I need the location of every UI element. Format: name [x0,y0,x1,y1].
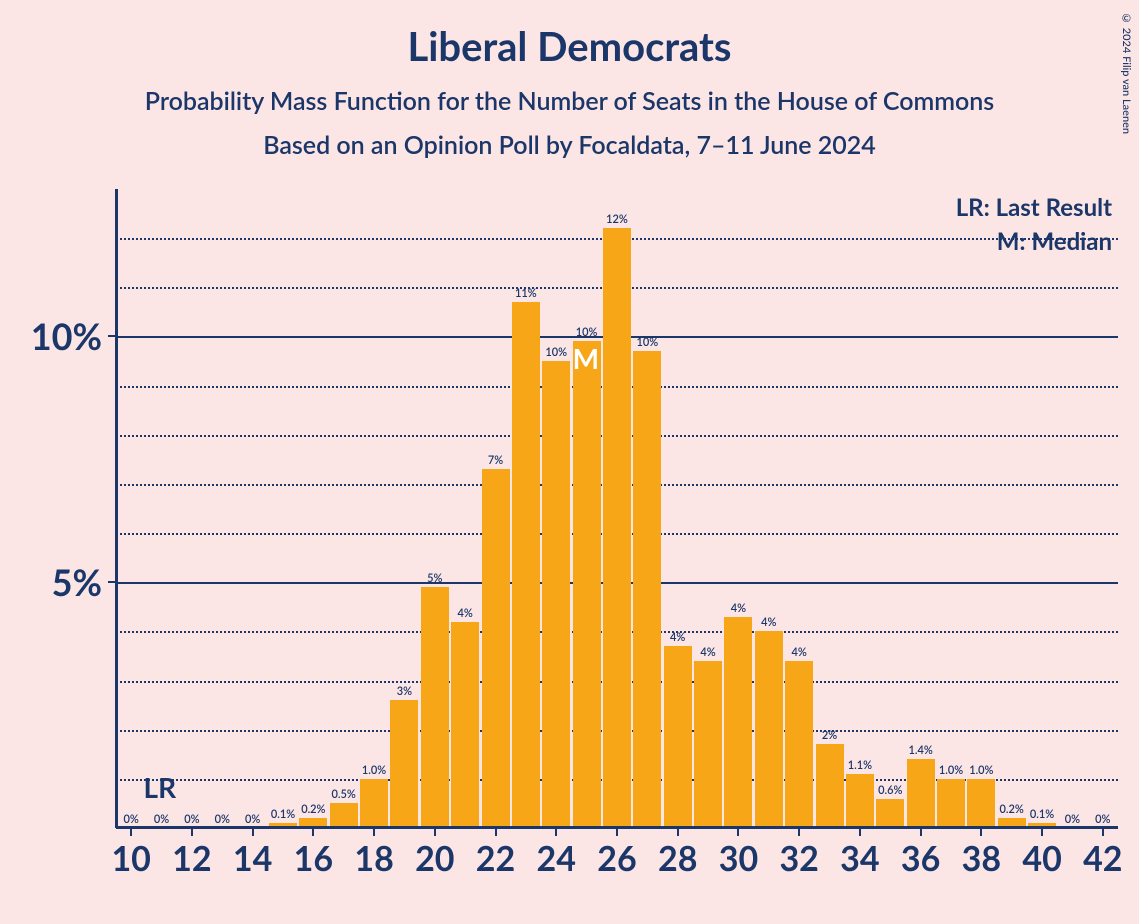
x-axis-tick-mark [130,828,132,836]
copyright-text: © 2024 Filip van Laenen [1120,12,1133,134]
bar-value-label: 0.6% [878,784,902,799]
bar: 4% [664,646,692,828]
chart-title: Liberal Democrats [0,0,1139,70]
bar-value-label: 4% [792,646,807,661]
x-axis-tick-mark [1102,828,1104,836]
y-axis-tick-label: 5% [52,560,116,604]
bar: 0.6% [876,799,904,828]
legend-last-result: LR: Last Result [956,193,1112,222]
bar-value-label: 10% [576,326,598,341]
bar-value-label: 0.5% [332,788,356,803]
bar-value-label: 4% [458,607,473,622]
chart-subtitle-2: Based on an Opinion Poll by Focaldata, 7… [0,116,1139,160]
y-axis-tick-label: 10% [31,314,116,358]
x-axis-tick-mark [555,828,557,836]
bar: 5% [421,587,449,828]
bar-value-label: 10% [545,346,567,361]
x-axis-tick-mark [798,828,800,836]
bar-value-label: 1.4% [908,744,932,759]
bar-value-label: 4% [731,602,746,617]
bar-value-label: 3% [397,685,412,700]
x-axis-tick-mark [495,828,497,836]
bar: 4% [785,661,813,828]
bar: 10% [542,361,570,828]
last-result-marker: LR [144,770,177,804]
bar: 0.5% [330,803,358,828]
bar-value-label: 5% [427,572,442,587]
bar-value-label: 0.1% [271,808,295,823]
bar: 1.0% [937,779,965,828]
bar-value-label: 1.0% [362,764,386,779]
x-axis-tick-mark [616,828,618,836]
median-marker: M [573,341,599,375]
x-axis-tick-mark [1041,828,1043,836]
bar: 3% [390,700,418,828]
x-axis-tick-mark [737,828,739,836]
bar: 4% [694,661,722,828]
x-axis-tick-mark [373,828,375,836]
bar: 4% [451,622,479,828]
bar: 2% [816,744,844,828]
bar-value-label: 0.1% [1030,808,1054,823]
bar: 1.0% [360,779,388,828]
bar-value-label: 4% [700,646,715,661]
bar-value-label: 0.2% [1000,803,1024,818]
y-axis [115,189,118,828]
bar-value-label: 0.2% [301,803,325,818]
bar-value-label: 10% [637,336,659,351]
bar: 11% [512,302,540,828]
legend-median: M: Median [997,227,1112,256]
bar-value-label: 7% [488,454,503,469]
bar: 10% [573,341,601,828]
x-axis-tick-mark [312,828,314,836]
bar-value-label: 12% [606,213,628,228]
bar: 7% [482,469,510,828]
chart-plot-area: 5%10%0%0%0%0%0%0.1%0.2%0.5%1.0%3%5%4%7%1… [116,189,1118,828]
x-axis-tick-mark [677,828,679,836]
x-axis-tick-mark [434,828,436,836]
bar: 12% [603,228,631,828]
bar: 4% [755,631,783,828]
bar: 4% [724,617,752,828]
bar: 1.0% [967,779,995,828]
x-axis-tick-mark [980,828,982,836]
x-axis-tick-mark [191,828,193,836]
bar-value-label: 1.0% [939,764,963,779]
x-axis-tick-mark [252,828,254,836]
x-axis-tick-mark [859,828,861,836]
bar: 10% [633,351,661,828]
bar-value-label: 4% [670,631,685,646]
bar-value-label: 1.0% [969,764,993,779]
bar: 1.4% [907,759,935,828]
bar-value-label: 4% [761,616,776,631]
bar-value-label: 11% [515,287,537,302]
chart-subtitle-1: Probability Mass Function for the Number… [0,70,1139,116]
bar-value-label: 1.1% [848,759,872,774]
x-axis-tick-mark [920,828,922,836]
bar: 1.1% [846,774,874,828]
bar-value-label: 2% [822,729,837,744]
